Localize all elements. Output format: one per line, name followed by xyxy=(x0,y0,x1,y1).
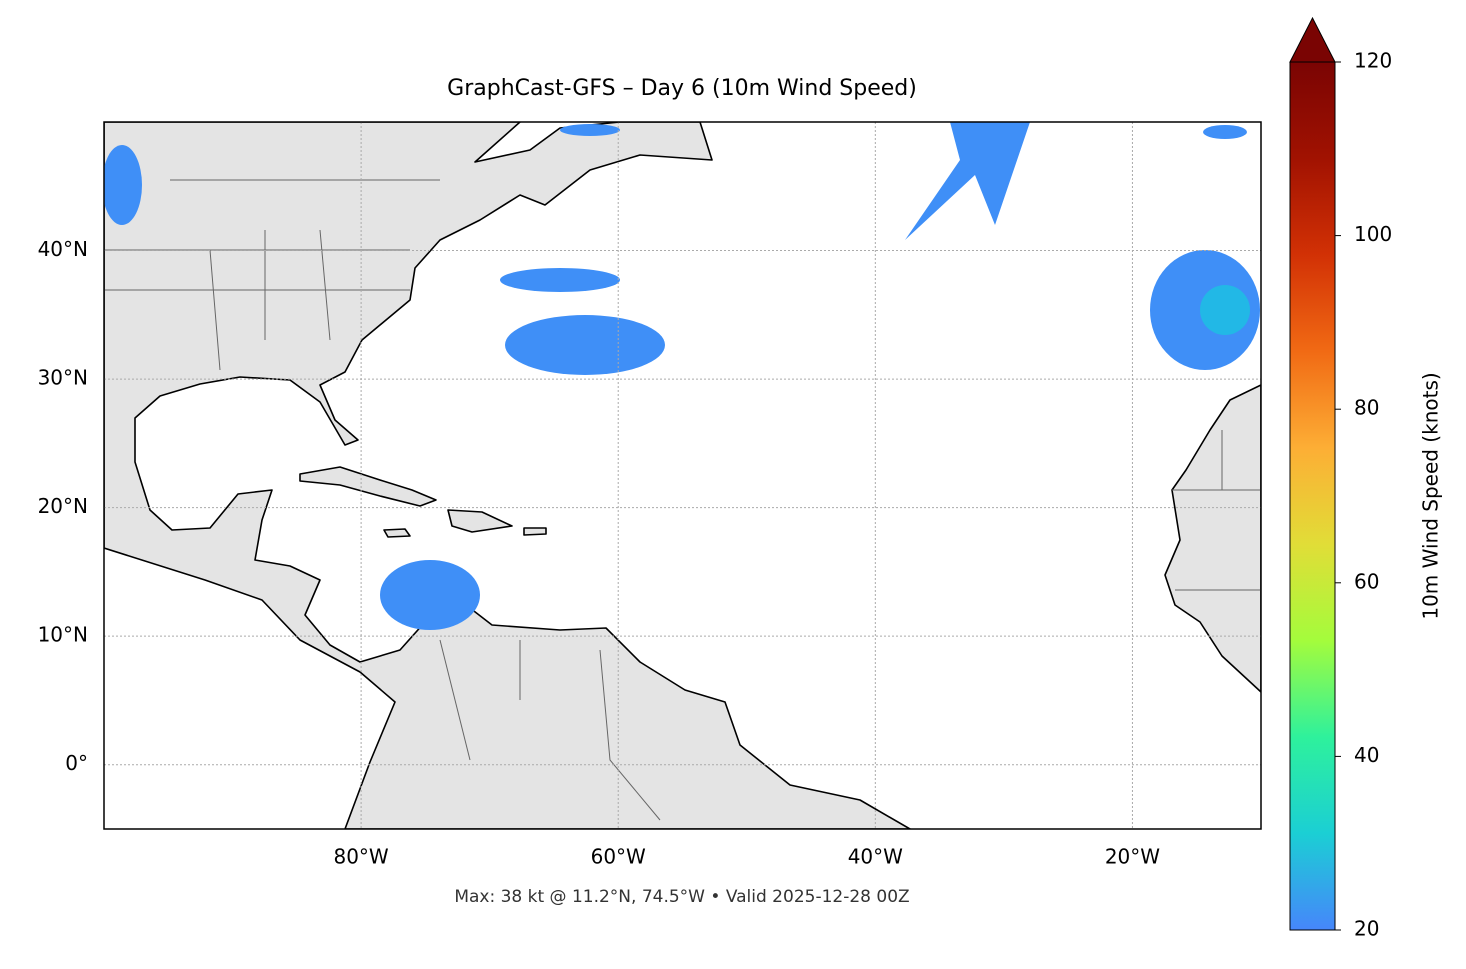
x-tick-label: 40°W xyxy=(848,845,903,869)
wind-field xyxy=(104,122,1260,630)
land xyxy=(104,122,911,829)
hispaniola xyxy=(447,509,513,533)
chart-title: GraphCast-GFS – Day 6 (10m Wind Speed) xyxy=(447,76,917,101)
footnote: Max: 38 kt @ 11.2°N, 74.5°W • Valid 2025… xyxy=(454,887,909,907)
puerto-rico xyxy=(523,527,547,536)
colorbar-tick-label: 100 xyxy=(1354,222,1392,246)
colorbar-tick-label: 80 xyxy=(1354,396,1379,420)
x-tick-label: 80°W xyxy=(333,845,388,869)
grid xyxy=(104,122,1261,829)
map-frame xyxy=(103,121,1262,830)
colorbar xyxy=(1289,61,1336,931)
colorbar-extend xyxy=(1289,16,1336,63)
jamaica xyxy=(383,528,411,538)
y-tick-label: 40°N xyxy=(38,237,88,261)
africa xyxy=(1164,384,1261,693)
colorbar-tick-label: 120 xyxy=(1354,49,1392,73)
map xyxy=(104,122,1261,829)
colorbar-tick-label: 20 xyxy=(1354,917,1379,941)
cuba xyxy=(299,466,437,507)
y-tick-label: 30°N xyxy=(38,366,88,390)
y-tick-label: 20°N xyxy=(38,494,88,518)
colorbar-label: 10m Wind Speed (knots) xyxy=(1419,372,1443,619)
colorbar-tick-label: 40 xyxy=(1354,743,1379,767)
colorbar-tick-label: 60 xyxy=(1354,569,1379,593)
borders xyxy=(104,179,1261,821)
y-tick-label: 0° xyxy=(65,751,88,775)
y-tick-label: 10°N xyxy=(38,623,88,647)
x-tick-label: 60°W xyxy=(591,845,646,869)
x-tick-label: 20°W xyxy=(1105,845,1160,869)
